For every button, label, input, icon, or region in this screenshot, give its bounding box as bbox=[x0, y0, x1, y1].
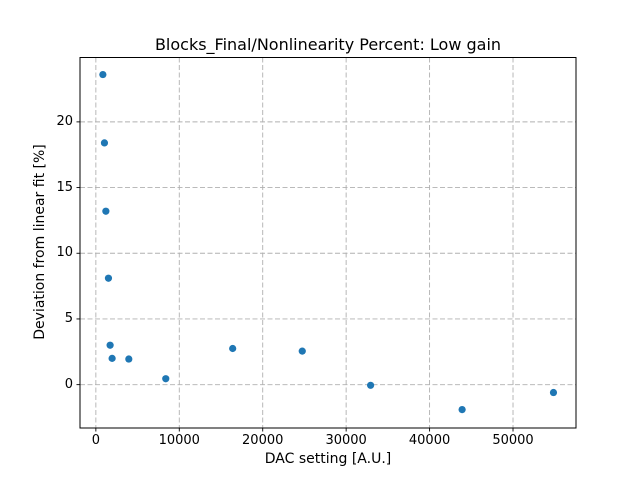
data-point bbox=[229, 344, 237, 353]
data-point bbox=[104, 274, 113, 282]
y-tick-label: 20 bbox=[56, 113, 73, 129]
y-tick-label: 5 bbox=[64, 310, 73, 326]
x-tick-label: 10000 bbox=[158, 433, 200, 448]
chart-title: Blocks_Final/Nonlinearity Percent: Low g… bbox=[154, 35, 502, 54]
x-axis-label: DAC setting [A.U.] bbox=[264, 451, 392, 467]
x-tick-label: 50000 bbox=[492, 433, 534, 448]
y-tick-label: 15 bbox=[56, 179, 73, 195]
x-tick-label: 40000 bbox=[408, 433, 451, 448]
data-point bbox=[102, 207, 110, 215]
data-point bbox=[99, 70, 107, 79]
data-point bbox=[108, 354, 116, 362]
data-point bbox=[125, 355, 133, 363]
x-tick-label: 20000 bbox=[242, 433, 284, 448]
data-point bbox=[162, 375, 170, 383]
data-point bbox=[298, 347, 306, 355]
data-point bbox=[549, 388, 558, 397]
data-point bbox=[100, 139, 109, 147]
x-tick-label: 0 bbox=[91, 433, 100, 448]
y-tick-label: 0 bbox=[64, 376, 73, 392]
data-point bbox=[458, 406, 466, 414]
plot-border bbox=[79, 57, 577, 429]
x-tick-label: 30000 bbox=[325, 433, 367, 448]
data-point bbox=[106, 341, 114, 349]
y-tick-label: 10 bbox=[56, 245, 73, 261]
data-point bbox=[366, 381, 375, 389]
